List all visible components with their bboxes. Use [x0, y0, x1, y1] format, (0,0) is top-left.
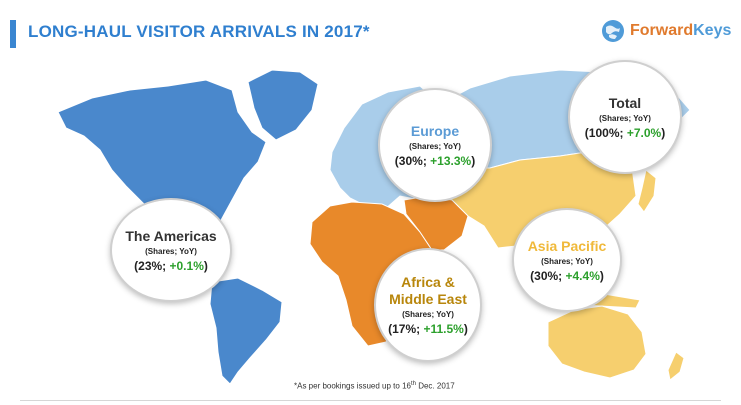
region-subtitle: (Shares; YoY)	[402, 310, 454, 319]
region-share: 30%;	[398, 153, 427, 168]
region-share: 30%;	[534, 268, 563, 283]
bubble-europe: Europe (Shares; YoY) (30%; +13.3%)	[378, 88, 492, 202]
map-greenland	[247, 69, 319, 141]
map-japan	[637, 169, 657, 213]
region-values: (23%; +0.1%)	[134, 258, 208, 273]
region-share: 23%;	[138, 258, 167, 273]
region-yoy: +7.0%	[626, 125, 662, 140]
region-values: (100%; +7.0%)	[584, 125, 666, 140]
region-name: Total	[608, 94, 642, 111]
region-name: The Americas	[125, 227, 217, 244]
region-name: Africa & Middle East	[389, 274, 467, 307]
page-title: LONG-HAUL VISITOR ARRIVALS IN 2017*	[28, 22, 370, 41]
title-accent-bar	[10, 20, 16, 48]
region-share: 17%;	[392, 322, 421, 336]
region-values: (30%; +13.3%)	[394, 153, 476, 168]
footnote: *As per bookings issued up to 16th Dec. …	[294, 381, 455, 391]
region-subtitle: (Shares; YoY)	[409, 141, 461, 151]
region-yoy: +4.4%	[565, 268, 600, 283]
region-subtitle: (Shares; YoY)	[599, 113, 651, 123]
bubble-africa-middle-east: Africa & Middle East (Shares; YoY) (17%;…	[374, 248, 482, 362]
region-yoy: +0.1%	[169, 258, 204, 273]
bubble-the-americas: The Americas (Shares; YoY) (23%; +0.1%)	[110, 198, 232, 302]
region-yoy: +13.3%	[430, 153, 472, 168]
footer-divider	[20, 400, 721, 401]
region-share: 100%;	[588, 125, 624, 140]
region-values: (17%; +11.5%)	[388, 322, 468, 336]
logo-text-forward: Forward	[630, 22, 694, 39]
footnote-text-end: Dec. 2017	[415, 381, 455, 391]
globe-icon	[602, 20, 624, 42]
logo-text-keys: Keys	[693, 22, 732, 39]
bubble-asia-pacific: Asia Pacific (Shares; YoY) (30%; +4.4%)	[512, 208, 622, 312]
forwardkeys-logo: ForwardKeys	[600, 18, 731, 44]
region-subtitle: (Shares; YoY)	[145, 246, 197, 256]
logo-text: ForwardKeys	[630, 22, 731, 40]
bubble-total: Total (Shares; YoY) (100%; +7.0%)	[568, 60, 682, 174]
map-new-zealand	[667, 351, 685, 381]
footnote-text: *As per bookings issued up to 16	[294, 381, 411, 391]
region-values: (30%; +4.4%)	[530, 268, 604, 283]
region-subtitle: (Shares; YoY)	[541, 256, 593, 266]
map-australia	[547, 305, 647, 379]
region-name: Asia Pacific	[527, 237, 607, 254]
footnote-superscript: th	[410, 381, 416, 387]
region-yoy: +11.5%	[423, 322, 464, 336]
region-name: Europe	[410, 122, 460, 139]
map-south-america	[209, 277, 283, 385]
